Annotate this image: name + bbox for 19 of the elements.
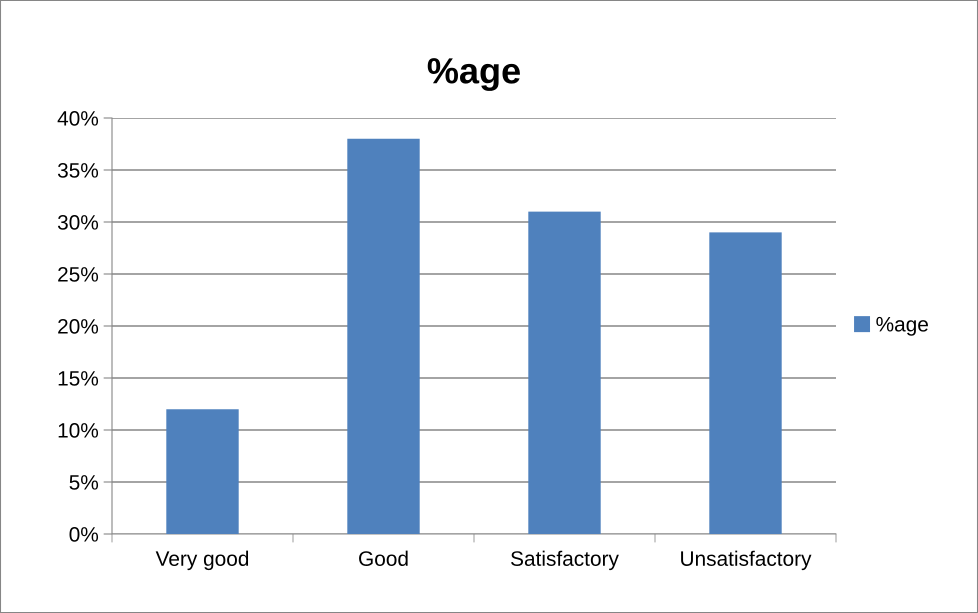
x-tick-label: Good bbox=[359, 550, 408, 566]
bar bbox=[709, 232, 782, 534]
y-tick-label: 40% bbox=[58, 111, 98, 126]
bar bbox=[528, 212, 601, 534]
y-tick-label: 25% bbox=[58, 267, 98, 282]
x-tick-label: Very good bbox=[156, 550, 248, 570]
legend-label: %age bbox=[876, 316, 928, 336]
x-tick-label: Unsatisfactory bbox=[681, 550, 812, 570]
y-tick-label: 20% bbox=[58, 319, 98, 334]
y-tick-label: 10% bbox=[58, 423, 98, 438]
y-tick-label: 30% bbox=[58, 215, 98, 230]
y-tick-label: 5% bbox=[70, 475, 98, 490]
bar bbox=[166, 409, 239, 534]
chart-title: %age bbox=[428, 58, 520, 91]
bar bbox=[347, 138, 420, 534]
y-tick-label: 0% bbox=[70, 527, 98, 542]
y-tick-label: 15% bbox=[58, 371, 98, 386]
x-tick-label: Satisfactory bbox=[511, 550, 619, 570]
y-tick-label: 35% bbox=[58, 163, 98, 178]
